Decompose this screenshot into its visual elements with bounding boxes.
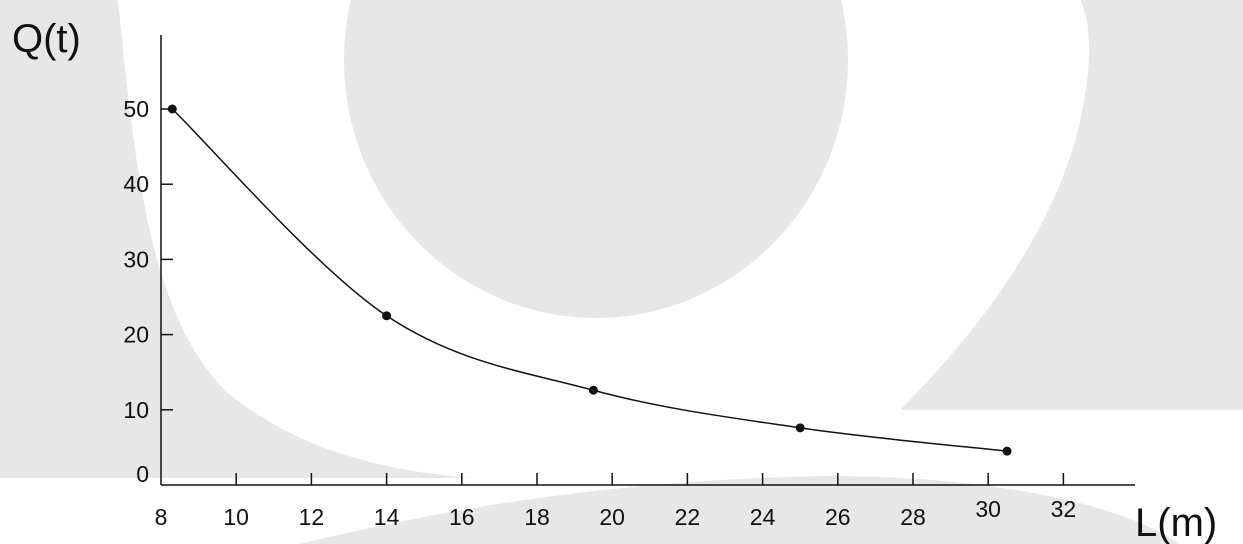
x-tick-label: 10 <box>223 504 249 530</box>
data-point <box>382 311 392 321</box>
y-tick-label: 10 <box>123 397 149 423</box>
x-tick-label: 28 <box>900 504 926 530</box>
data-points <box>167 104 1012 456</box>
y-axis-title: Q(t) <box>12 17 81 61</box>
x-tick-label: 12 <box>299 504 325 530</box>
data-point <box>1002 446 1012 456</box>
y-tick-label: 40 <box>123 171 149 197</box>
y-tick-label: 30 <box>123 246 149 272</box>
data-point <box>167 104 177 114</box>
data-point <box>795 423 805 433</box>
watermark-top-right-region <box>857 0 1243 410</box>
x-tick-label: 26 <box>825 504 851 530</box>
x-tick-label: 32 <box>1051 496 1077 522</box>
watermark-center-circle <box>344 0 848 318</box>
x-tick-label: 14 <box>374 504 400 530</box>
x-tick-label: 30 <box>975 496 1001 522</box>
watermark-left-region <box>0 0 470 478</box>
x-axis-title: L(m) <box>1135 501 1217 544</box>
watermark-bottom-region <box>300 476 1180 544</box>
x-tick-label: 16 <box>449 504 475 530</box>
y-tick-label: 20 <box>123 322 149 348</box>
x-axis-ticks: 8 10 12 14 16 18 20 22 24 26 28 30 32 <box>155 473 1077 530</box>
x-tick-label: 22 <box>675 504 701 530</box>
x-tick-label: 20 <box>599 504 625 530</box>
y-tick-label: 0 <box>136 461 149 487</box>
x-tick-label: 8 <box>155 504 168 530</box>
y-tick-label: 50 <box>123 96 149 122</box>
x-tick-label: 24 <box>750 504 776 530</box>
data-point <box>588 385 598 395</box>
data-curve <box>171 108 1008 452</box>
y-axis-ticks: 0 10 20 30 40 50 <box>123 96 173 487</box>
x-tick-label: 18 <box>524 504 550 530</box>
